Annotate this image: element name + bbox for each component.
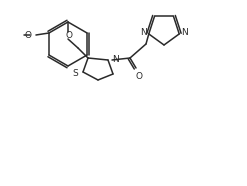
Text: N: N: [140, 28, 147, 37]
Text: S: S: [72, 68, 78, 78]
Text: O: O: [25, 31, 32, 39]
Text: O: O: [136, 72, 143, 81]
Text: N: N: [112, 54, 119, 63]
Text: O: O: [65, 31, 73, 39]
Text: N: N: [181, 28, 188, 37]
